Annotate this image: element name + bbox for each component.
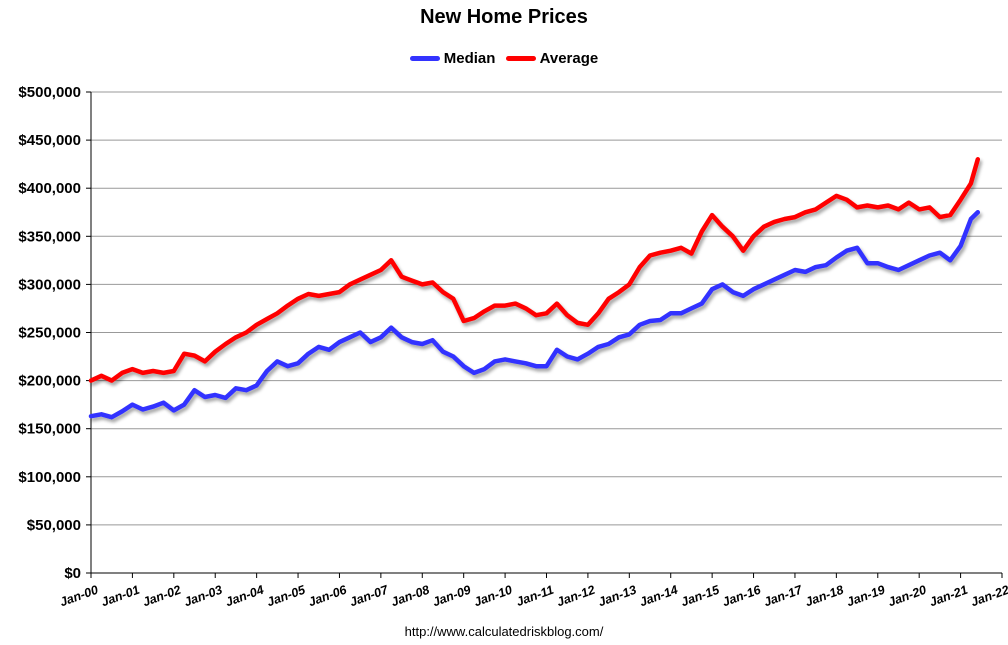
x-tick-label: Jan-11 xyxy=(514,583,555,609)
x-tick-label: Jan-01 xyxy=(99,583,141,610)
series-line-average xyxy=(88,157,981,383)
y-tick-label: $50,000 xyxy=(27,517,81,534)
x-tick-label: Jan-21 xyxy=(928,583,970,610)
x-tick-label: Jan-15 xyxy=(679,582,722,609)
legend: Median Average xyxy=(0,48,1008,67)
x-tick-label: Jan-08 xyxy=(389,583,431,610)
x-tick-label: Jan-14 xyxy=(638,583,680,610)
legend-label-median: Median xyxy=(443,50,496,67)
x-tick-label: Jan-19 xyxy=(845,583,887,610)
x-tick-label: Jan-05 xyxy=(265,582,308,609)
legend-swatch-median xyxy=(409,56,440,61)
y-axis-tick-labels: $0 $50,000 $100,000 $150,000 $200,000 $250,00… xyxy=(18,84,81,582)
y-tick-label: $150,000 xyxy=(18,421,81,438)
x-tick-label: Jan-04 xyxy=(224,583,266,610)
x-axis-tick-labels: Jan-00 Jan-01 Jan-02 Jan-03 Jan-04 Jan-05 Jan-… xyxy=(58,582,1008,609)
y-tick-label: $500,000 xyxy=(18,84,81,101)
y-tick-label: $350,000 xyxy=(18,228,81,245)
chart-title: New Home Prices xyxy=(420,6,588,28)
y-tick-label: $200,000 xyxy=(18,373,81,390)
x-tick-label: Jan-10 xyxy=(472,583,514,610)
y-tick-label: $0 xyxy=(64,565,81,582)
gridlines xyxy=(91,91,1002,526)
x-tick-label: Jan-13 xyxy=(596,583,638,610)
series-line-median xyxy=(88,210,981,420)
x-tick-label: Jan-16 xyxy=(721,582,764,609)
legend-swatch-average xyxy=(505,56,536,61)
y-tick-label: $400,000 xyxy=(18,180,81,197)
x-tick-label: Jan-07 xyxy=(348,582,391,609)
legend-item-average: Average xyxy=(505,50,599,67)
x-tick-label: Jan-06 xyxy=(306,582,349,609)
x-tick-label: Jan-03 xyxy=(182,583,224,610)
x-tick-label: Jan-22 xyxy=(969,583,1008,610)
x-tick-label: Jan-20 xyxy=(886,583,928,610)
legend-item-median: Median xyxy=(409,50,496,67)
y-tick-label: $250,000 xyxy=(18,325,81,342)
x-tick-label: Jan-12 xyxy=(555,583,597,610)
source-url: http://www.calculatedriskblog.com/ xyxy=(404,624,604,639)
x-tick-label: Jan-09 xyxy=(431,583,473,610)
x-tick-label: Jan-17 xyxy=(762,582,805,609)
line-chart: $0 $50,000 $100,000 $150,000 $200,000 $250,00… xyxy=(18,84,1008,609)
legend-label-average: Average xyxy=(539,50,599,67)
axes xyxy=(86,91,1003,578)
series-lines xyxy=(88,157,981,420)
y-tick-label: $100,000 xyxy=(18,469,81,486)
x-tick-label: Jan-18 xyxy=(803,583,845,610)
x-tick-label: Jan-00 xyxy=(58,583,100,610)
y-tick-label: $450,000 xyxy=(18,132,81,149)
y-tick-label: $300,000 xyxy=(18,276,81,293)
x-tick-label: Jan-02 xyxy=(141,583,183,610)
